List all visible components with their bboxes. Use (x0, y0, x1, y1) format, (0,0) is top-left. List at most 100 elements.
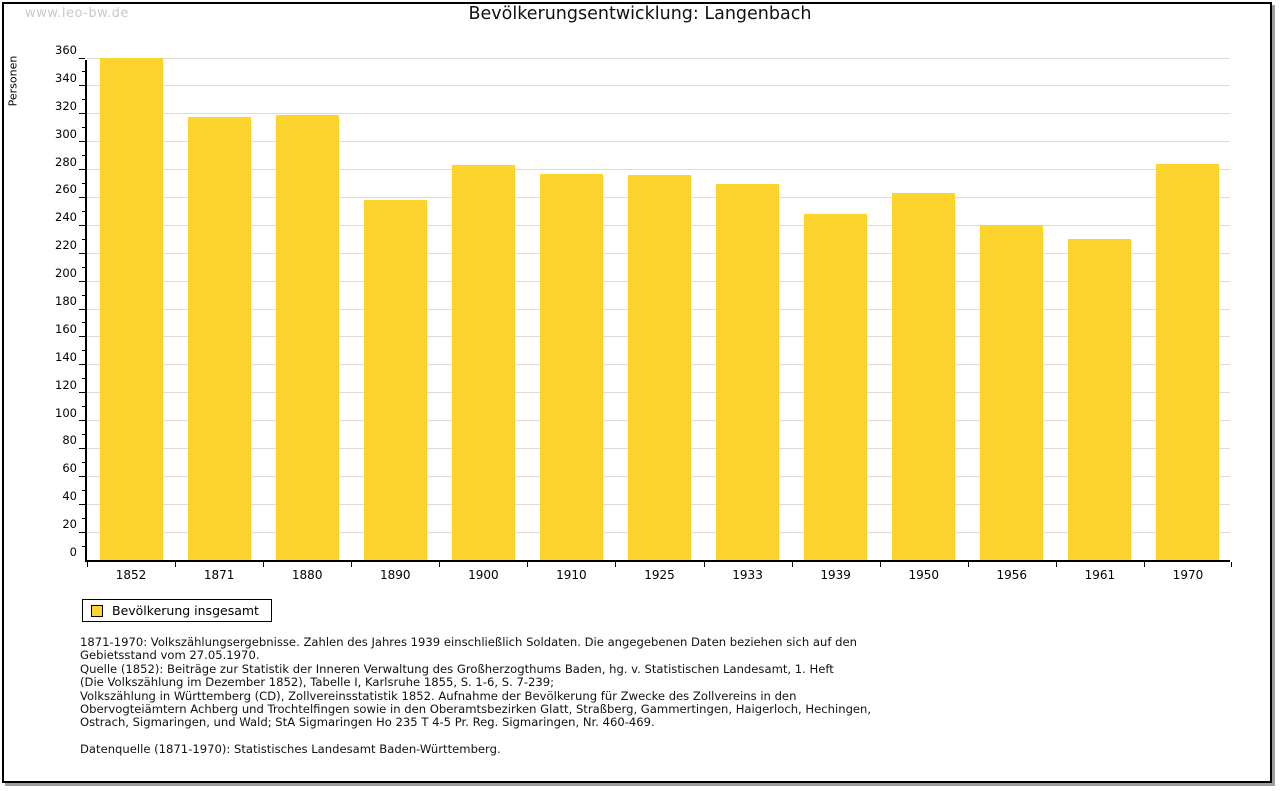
bar-1970 (1156, 163, 1220, 560)
y-major-tick (79, 252, 85, 254)
x-tick-label: 1880 (291, 568, 323, 582)
x-tick-label: 1925 (644, 568, 675, 582)
footnote-line: Obervogteiämtern Achberg und Trochtelfin… (80, 702, 872, 717)
y-tick-label: 0 (69, 545, 77, 559)
x-tick-label: 1956 (996, 568, 1028, 582)
legend: Bevölkerung insgesamt (82, 599, 272, 622)
y-major-tick (79, 531, 85, 533)
x-axis-tick (1231, 562, 1232, 567)
plot-area: 0 20 40 60 80 100 120 140 160 180 200 220 240 260 280 3… (55, 43, 1232, 582)
x-axis-tick (967, 562, 969, 567)
y-major-tick (79, 308, 85, 310)
x-axis-tick (1055, 562, 1057, 567)
y-tick-label: 220 (55, 238, 77, 253)
y-major-tick (79, 364, 85, 366)
y-major-tick (79, 503, 85, 505)
y-minor-tick (82, 183, 85, 184)
bar-1890 (363, 200, 427, 560)
y-tick-label: 140 (55, 349, 77, 364)
footnote-line: (Die Volkszählung im Dezember 1852), Tab… (80, 675, 555, 690)
x-axis-tick (87, 562, 88, 567)
x-axis-tick (439, 562, 441, 567)
x-tick-label: 1933 (732, 568, 763, 582)
x-tick-label: 1900 (468, 568, 499, 582)
y-minor-tick (82, 322, 85, 324)
y-major-tick (79, 280, 85, 282)
y-tick-label: 360 (55, 43, 77, 57)
y-minor-tick (82, 294, 85, 296)
bar-1852 (99, 58, 163, 560)
y-tick-label: 260 (55, 182, 77, 197)
y-tick-label: 40 (62, 489, 77, 504)
y-minor-tick (82, 210, 85, 212)
y-minor-tick (82, 266, 85, 268)
footnote-line: Volkszählung in Württemberg (CD), Zollve… (80, 688, 797, 703)
x-tick-label: 1852 (115, 568, 147, 582)
footnote-line: 1871-1970: Volkszählungsergebnisse. Zahl… (80, 635, 857, 649)
gridline-320 (87, 113, 1230, 115)
gridline-340 (87, 85, 1230, 87)
x-axis-tick (1143, 562, 1145, 567)
y-minor-tick (82, 238, 85, 240)
datasource-line: Datenquelle (1871-1970): Statistisches L… (80, 741, 501, 756)
y-major-tick (79, 196, 85, 198)
x-tick-label: 1961 (1084, 568, 1116, 582)
y-minor-tick (82, 99, 85, 101)
legend-swatch-icon (91, 604, 103, 617)
x-axis-tick (615, 562, 617, 567)
y-major-tick (79, 447, 85, 449)
y-minor-tick (82, 350, 85, 352)
bar-1880 (275, 115, 339, 560)
y-tick-label: 120 (55, 377, 77, 392)
y-tick-label: 320 (55, 98, 77, 113)
bar-1961 (1068, 239, 1132, 560)
y-minor-tick (82, 378, 85, 380)
y-tick-label: 160 (55, 321, 77, 336)
gridline-300 (87, 141, 1230, 143)
chart-title: Bevölkerungsentwicklung: Langenbach (468, 4, 812, 24)
x-axis-tick (263, 562, 265, 567)
x-tick-label: 1970 (1172, 568, 1204, 582)
y-minor-tick (82, 489, 85, 491)
y-major-tick (79, 475, 85, 477)
bar-1956 (980, 225, 1044, 560)
x-tick-label: 1910 (556, 568, 587, 582)
bar-1933 (716, 183, 780, 560)
bar-1939 (804, 214, 868, 560)
y-tick-label: 80 (62, 433, 77, 448)
footnotes: 1871-1970: Volkszählungsergebnisse. Zahl… (80, 635, 1200, 756)
footnote-line: Quelle (1852): Beiträge zur Statistik de… (80, 661, 834, 676)
y-major-tick (79, 336, 85, 338)
y-tick-label: 300 (55, 126, 77, 141)
x-tick-label: 1871 (203, 568, 235, 582)
x-axis-tick (879, 562, 881, 567)
bar-1900 (451, 165, 515, 560)
bar-1950 (892, 193, 956, 560)
y-minor-tick (82, 434, 85, 435)
bar-1910 (539, 173, 603, 560)
footnote-spacer (80, 730, 1200, 743)
watermark: www.leo-bw.de (25, 6, 129, 21)
y-tick-label: 100 (55, 405, 77, 420)
x-axis-tick (703, 562, 705, 567)
y-minor-tick (82, 517, 85, 519)
y-major-tick (79, 392, 85, 394)
y-tick-label: 280 (55, 154, 77, 169)
x-axis-tick (791, 562, 793, 567)
y-major-tick (79, 169, 85, 171)
y-tick-label: 60 (62, 461, 77, 476)
bar-1871 (187, 116, 251, 560)
y-tick-label: 20 (62, 517, 77, 532)
y-minor-tick (82, 406, 85, 408)
y-major-tick (79, 113, 85, 115)
x-tick-label: 1939 (820, 568, 851, 582)
y-major-tick (79, 141, 85, 143)
legend-label: Bevölkerung insgesamt (112, 603, 259, 618)
y-minor-tick (82, 155, 85, 157)
x-tick-label: 1890 (379, 568, 411, 582)
x-axis-tick (527, 562, 529, 567)
y-major-tick (79, 420, 85, 422)
footnote-line: Ostrach, Sigmaringen, und Wald; StA Sigm… (80, 715, 655, 730)
y-minor-tick (82, 127, 85, 129)
y-major-tick (79, 224, 85, 226)
